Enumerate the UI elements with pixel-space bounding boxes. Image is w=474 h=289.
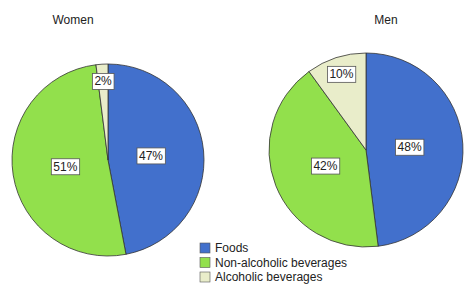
pie-title: Men bbox=[374, 13, 397, 27]
pie bbox=[12, 64, 204, 256]
data-label-group: 51% bbox=[51, 159, 79, 175]
legend-label: Alcoholic beverages bbox=[215, 270, 322, 284]
data-label-box bbox=[51, 159, 79, 175]
data-label: 10% bbox=[329, 67, 353, 81]
data-label-box bbox=[137, 148, 165, 164]
pie-slice bbox=[309, 53, 366, 150]
data-label-box bbox=[396, 139, 424, 155]
legend: FoodsNon-alcoholic beveragesAlcoholic be… bbox=[200, 241, 347, 284]
legend-swatch bbox=[200, 243, 210, 253]
data-label-group: 42% bbox=[311, 158, 339, 174]
data-label-box bbox=[327, 66, 355, 82]
background bbox=[0, 0, 474, 289]
legend-swatch bbox=[200, 272, 210, 282]
data-label-box bbox=[311, 158, 339, 174]
legend-label: Foods bbox=[215, 241, 248, 255]
data-label-group: 47% bbox=[137, 148, 165, 164]
pie-slice bbox=[366, 53, 463, 246]
data-label-group: 2% bbox=[92, 73, 114, 89]
data-label: 51% bbox=[53, 160, 77, 174]
pie bbox=[269, 53, 463, 247]
data-label: 48% bbox=[398, 140, 422, 154]
data-label: 2% bbox=[94, 74, 112, 88]
pie-slice bbox=[12, 65, 126, 256]
legend-label: Non-alcoholic beverages bbox=[215, 256, 347, 270]
chart: Women 47% 51% 2% Men 48% 42% 10% FoodsNon-alcoho… bbox=[0, 0, 474, 289]
pie-slice bbox=[108, 64, 204, 254]
legend-swatch bbox=[200, 258, 210, 268]
pie-title: Women bbox=[52, 13, 93, 27]
data-label-group: 10% bbox=[327, 66, 355, 82]
data-label-group: 48% bbox=[396, 139, 424, 155]
data-label-box bbox=[92, 73, 114, 89]
data-label: 42% bbox=[313, 159, 337, 173]
data-label: 47% bbox=[139, 149, 163, 163]
